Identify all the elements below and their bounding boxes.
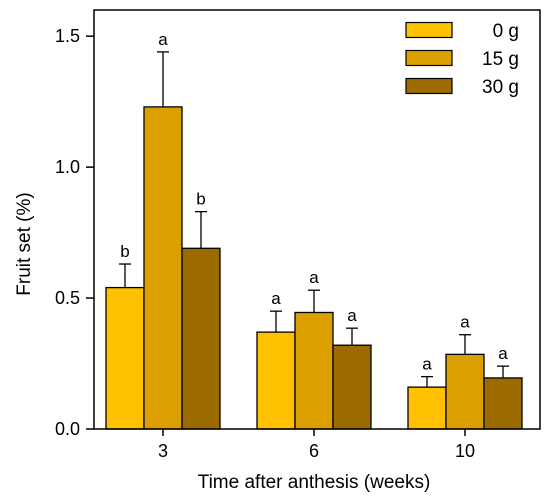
- bar-0g-week-10: [407, 386, 447, 430]
- bar-30g-week-10: [483, 377, 523, 430]
- significance-letter: a: [498, 344, 508, 363]
- y-axis-label: Fruit set (%): [14, 192, 35, 295]
- bar-30g-week-6: [332, 344, 372, 430]
- bar-30g-week-3: [181, 247, 221, 430]
- legend-swatch-0g: [405, 21, 453, 39]
- significance-letter: a: [309, 268, 319, 287]
- bar-15g-week-6: [294, 311, 334, 430]
- bar-0g-week-3: [105, 286, 145, 430]
- significance-letter: a: [460, 313, 470, 332]
- legend-label-30g: 30 g: [482, 77, 519, 98]
- plot-frame: [93, 9, 541, 430]
- significance-letter: b: [196, 190, 205, 209]
- legend-label-0g: 0 g: [493, 21, 519, 42]
- legend-label-15g: 15 g: [482, 49, 519, 70]
- x-tick-label: 10: [455, 441, 475, 461]
- significance-letter: a: [347, 306, 357, 325]
- x-axis-label: Time after anthesis (weeks): [198, 472, 431, 493]
- y-tick-label: 0.0: [55, 419, 80, 439]
- bar-0g-week-6: [256, 331, 296, 430]
- y-tick-label: 1.5: [55, 26, 80, 46]
- y-tick-label: 0.5: [55, 288, 80, 308]
- x-tick-label: 6: [309, 441, 319, 461]
- significance-letter: a: [271, 289, 281, 308]
- bar-15g-week-10: [445, 353, 485, 430]
- significance-letter: b: [120, 242, 129, 261]
- legend-swatch-30g: [405, 77, 453, 95]
- legend-swatch-15g: [405, 49, 453, 67]
- y-tick-label: 1.0: [55, 157, 80, 177]
- significance-letter: a: [158, 30, 168, 49]
- significance-letter: a: [422, 355, 432, 374]
- bar-15g-week-3: [143, 106, 183, 430]
- x-tick-label: 3: [158, 441, 168, 461]
